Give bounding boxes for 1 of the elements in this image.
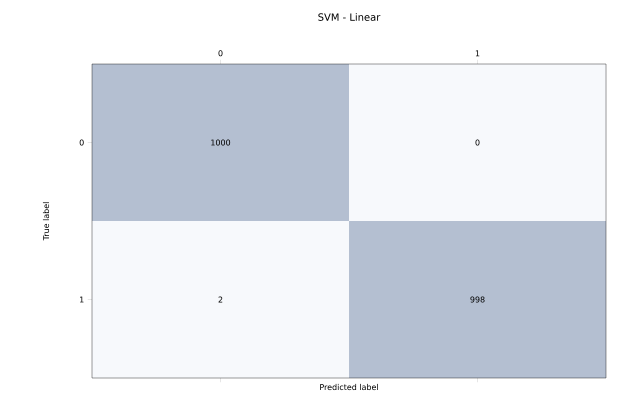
chart-title: SVM - Linear <box>318 13 380 21</box>
